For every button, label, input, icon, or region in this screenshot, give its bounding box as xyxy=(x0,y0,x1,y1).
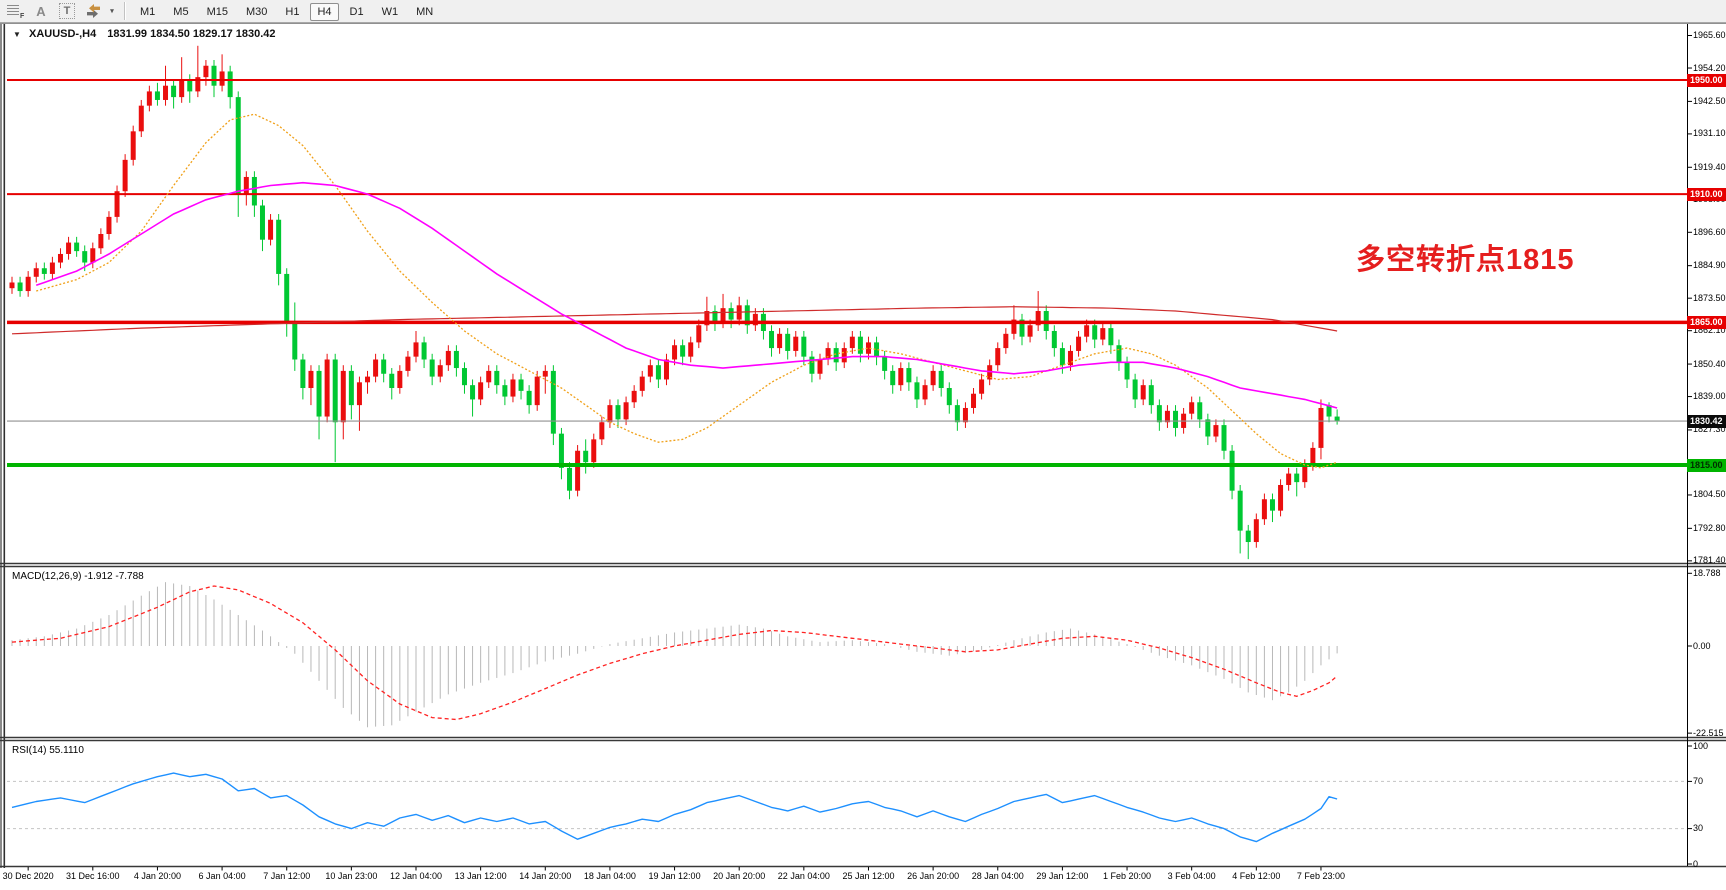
timeframe-button-M1[interactable]: M1 xyxy=(140,5,156,18)
toolbar-separator xyxy=(124,2,126,20)
candles xyxy=(9,45,1340,560)
annotation-text: 多空转折点1815 xyxy=(1356,244,1575,276)
symbol-dropdown-icon[interactable]: ▼ xyxy=(13,30,21,39)
macd-indicator-label: MACD(12,26,9) -1.912 -7.788 xyxy=(12,571,144,582)
chart-title: ▼ XAUUSD-,H4 1831.99 1834.50 1829.17 183… xyxy=(13,28,276,40)
svg-text:F: F xyxy=(20,13,25,19)
macd-histogram xyxy=(11,582,1338,728)
timeframe-button-M30[interactable]: M30 xyxy=(245,5,268,18)
tool-dropdown-caret-icon[interactable]: ▾ xyxy=(110,8,114,15)
timeframe-button-MN[interactable]: MN xyxy=(416,5,434,18)
timeframe-button-M5[interactable]: M5 xyxy=(173,5,189,18)
timeframe-button-W1[interactable]: W1 xyxy=(381,5,399,18)
cycle-arrows-icon[interactable] xyxy=(84,2,102,20)
symbol-label: XAUUSD-,H4 xyxy=(28,28,97,40)
timeframe-button-H1[interactable]: H1 xyxy=(285,5,300,18)
timeframe-group: M1 M5 M15 M30 H1 H4 D1 W1 MN xyxy=(131,2,442,21)
object-list-icon[interactable]: F xyxy=(6,2,26,20)
chart-canvas[interactable] xyxy=(0,22,1726,890)
text-tool-icon[interactable]: T xyxy=(59,3,75,19)
timeframe-button-M15[interactable]: M15 xyxy=(206,5,228,18)
macd-signal-line xyxy=(11,585,1338,721)
rsi-indicator-label: RSI(14) 55.1110 xyxy=(12,745,84,756)
rsi-line xyxy=(11,772,1338,843)
ohlc-values: 1831.99 1834.50 1829.17 1830.42 xyxy=(107,28,276,40)
label-tool-icon[interactable]: A xyxy=(36,3,46,19)
chart-area[interactable]: 1965.60 1954.20 1942.50 1931.10 1919.40 1908.… xyxy=(0,22,1726,890)
timeframe-button-D1[interactable]: D1 xyxy=(349,5,364,18)
timeframe-button-H4[interactable]: H4 xyxy=(310,2,339,21)
dotted-grid-icon: F xyxy=(7,5,25,19)
top-toolbar: F A T ▾ M1 M5 M15 M30 H1 H4 D1 W1 MN xyxy=(0,0,1726,23)
